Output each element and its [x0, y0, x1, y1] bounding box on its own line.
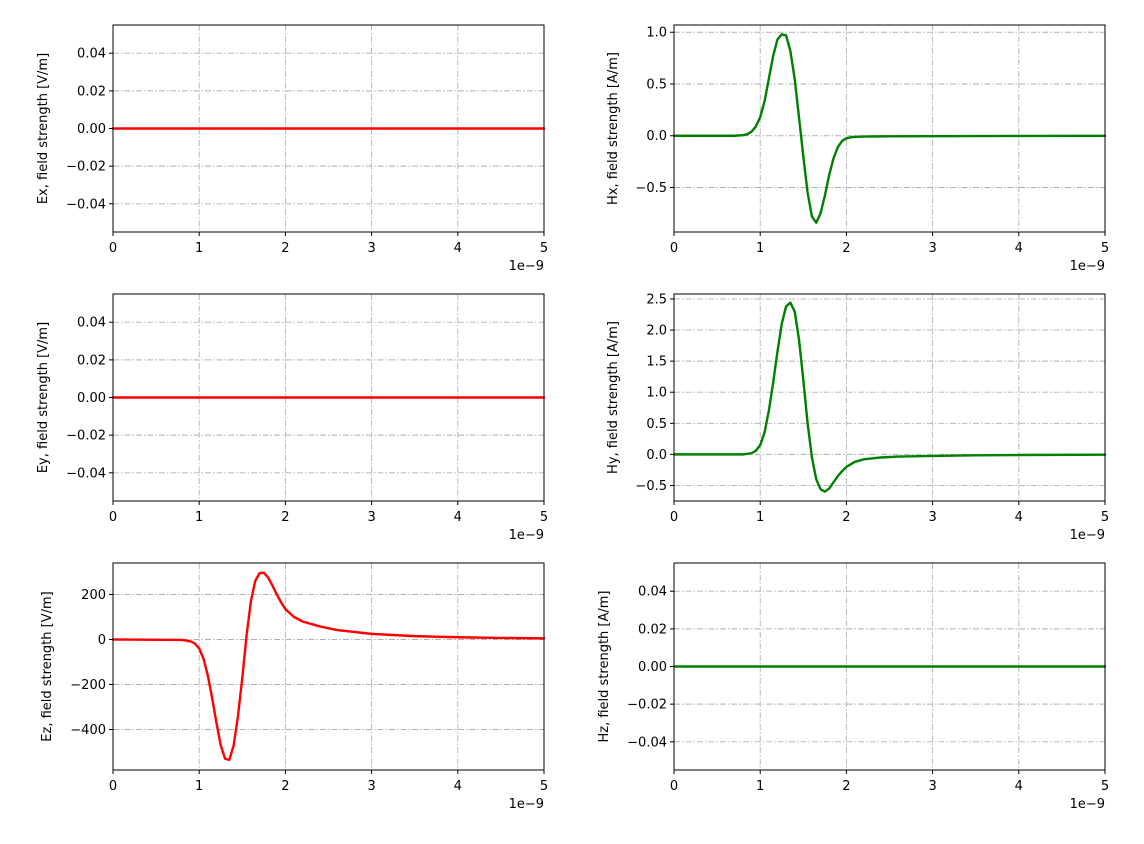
- x-tick-label: 1: [756, 241, 764, 256]
- y-tick-label: 1.0: [646, 26, 667, 41]
- x-offset-label: 1e−9: [1070, 259, 1105, 274]
- x-tick-label: 4: [1015, 241, 1023, 256]
- x-offset-label: 1e−9: [1070, 797, 1105, 812]
- y-tick-label: −0.04: [627, 735, 667, 750]
- y-tick-label: 0.5: [646, 77, 667, 92]
- y-tick-label: 1.5: [646, 355, 667, 370]
- y-tick-label: −0.04: [66, 466, 106, 481]
- series-line: [672, 33, 1107, 224]
- x-offset-label: 1e−9: [1070, 528, 1105, 543]
- x-tick-label: 5: [540, 779, 548, 794]
- x-tick-label: 1: [756, 779, 764, 794]
- x-tick-label: 0: [670, 241, 678, 256]
- y-tick-label: 2.0: [646, 324, 667, 339]
- y-tick-label: −0.02: [627, 698, 667, 713]
- subplot-ez: 0 1 2 3 4 5 −400 −200 0 200 1e−9 Ez, field strength…: [40, 562, 548, 812]
- axes-frame: [673, 293, 1106, 502]
- y-tick-label: 0.0: [646, 129, 667, 144]
- x-tick-label: 4: [454, 510, 462, 525]
- y-tick-label: −0.04: [66, 197, 106, 212]
- x-tick-label: 3: [928, 779, 936, 794]
- x-tick-label: 4: [454, 779, 462, 794]
- subplot-ey: 0 1 2 3 4 5 −0.04 −0.02 0.00 0.02 0.04 1e−9 Ey, fiel…: [36, 293, 548, 543]
- y-tick-label: 2.5: [646, 292, 667, 307]
- axes-frame: [673, 24, 1106, 233]
- x-tick-label: 0: [670, 510, 678, 525]
- y-tick-label: 0.04: [77, 316, 106, 331]
- x-tick-label: 3: [928, 241, 936, 256]
- x-tick-label: 0: [109, 510, 117, 525]
- x-tick-label: 5: [1101, 241, 1109, 256]
- x-tick-label: 3: [367, 779, 375, 794]
- x-tick-label: 2: [842, 779, 850, 794]
- y-axis-label: Hy, field strength [A/m]: [606, 321, 621, 474]
- y-tick-label: −200: [70, 678, 106, 693]
- x-tick-label: 2: [281, 510, 289, 525]
- x-tick-label: 5: [540, 510, 548, 525]
- x-offset-label: 1e−9: [509, 797, 544, 812]
- y-tick-label: 0.02: [77, 353, 106, 368]
- y-axis-label: Ez, field strength [V/m]: [40, 591, 55, 741]
- x-tick-label: 1: [756, 510, 764, 525]
- x-tick-label: 5: [1101, 510, 1109, 525]
- y-tick-label: −0.02: [66, 429, 106, 444]
- subplot-hy: 0 1 2 3 4 5 −0.5 0.0 0.5 1.0 1.5 2.0 2.5 1e−9 Hy, fiel…: [606, 292, 1109, 543]
- y-axis-label: Hx, field strength [A/m]: [606, 52, 621, 205]
- y-tick-label: 1.0: [646, 386, 667, 401]
- y-tick-label: −0.02: [66, 160, 106, 175]
- x-tick-label: 3: [928, 510, 936, 525]
- x-tick-label: 1: [195, 779, 203, 794]
- x-tick-label: 2: [281, 241, 289, 256]
- x-tick-label: 2: [842, 241, 850, 256]
- y-tick-label: −400: [70, 723, 106, 738]
- series-line: [111, 571, 546, 762]
- y-tick-label: 0.00: [77, 391, 106, 406]
- x-tick-label: 2: [842, 510, 850, 525]
- subplot-hz: 0 1 2 3 4 5 −0.04 −0.02 0.00 0.02 0.04 1e−9 Hz, fiel…: [597, 562, 1109, 812]
- x-tick-label: 5: [1101, 779, 1109, 794]
- y-axis-label: Hz, field strength [A/m]: [597, 590, 612, 742]
- x-tick-label: 1: [195, 241, 203, 256]
- x-tick-label: 3: [367, 510, 375, 525]
- y-tick-label: −0.5: [635, 479, 667, 494]
- x-tick-label: 4: [1015, 779, 1023, 794]
- x-tick-label: 2: [281, 779, 289, 794]
- y-tick-label: 0: [98, 633, 106, 648]
- x-tick-label: 4: [454, 241, 462, 256]
- y-axis-label: Ex, field strength [V/m]: [36, 53, 51, 204]
- x-tick-label: 0: [109, 241, 117, 256]
- y-tick-label: 0.5: [646, 417, 667, 432]
- y-tick-label: 0.02: [77, 84, 106, 99]
- subplot-ex: 0 1 2 3 4 5 −0.04 −0.02 0.00 0.02 0.04 1e−9 Ex, fiel…: [36, 24, 548, 274]
- y-tick-label: 0.04: [638, 585, 667, 600]
- x-tick-label: 5: [540, 241, 548, 256]
- x-tick-label: 4: [1015, 510, 1023, 525]
- y-tick-label: 0.04: [77, 47, 106, 62]
- y-tick-label: 0.00: [77, 122, 106, 137]
- x-offset-label: 1e−9: [509, 528, 544, 543]
- x-tick-label: 3: [367, 241, 375, 256]
- axes-frame: [112, 562, 545, 771]
- y-tick-label: 0.02: [638, 622, 667, 637]
- y-tick-label: 0.00: [638, 660, 667, 675]
- y-tick-label: −0.5: [635, 181, 667, 196]
- y-tick-label: 0.0: [646, 448, 667, 463]
- y-tick-label: 200: [81, 588, 106, 603]
- series-line: [672, 301, 1107, 493]
- x-tick-label: 0: [670, 779, 678, 794]
- x-tick-label: 0: [109, 779, 117, 794]
- subplot-hx: 0 1 2 3 4 5 −0.5 0.0 0.5 1.0 1e−9 Hx, field strengt…: [606, 24, 1109, 274]
- x-offset-label: 1e−9: [509, 259, 544, 274]
- x-tick-label: 1: [195, 510, 203, 525]
- y-axis-label: Ey, field strength [V/m]: [36, 322, 51, 473]
